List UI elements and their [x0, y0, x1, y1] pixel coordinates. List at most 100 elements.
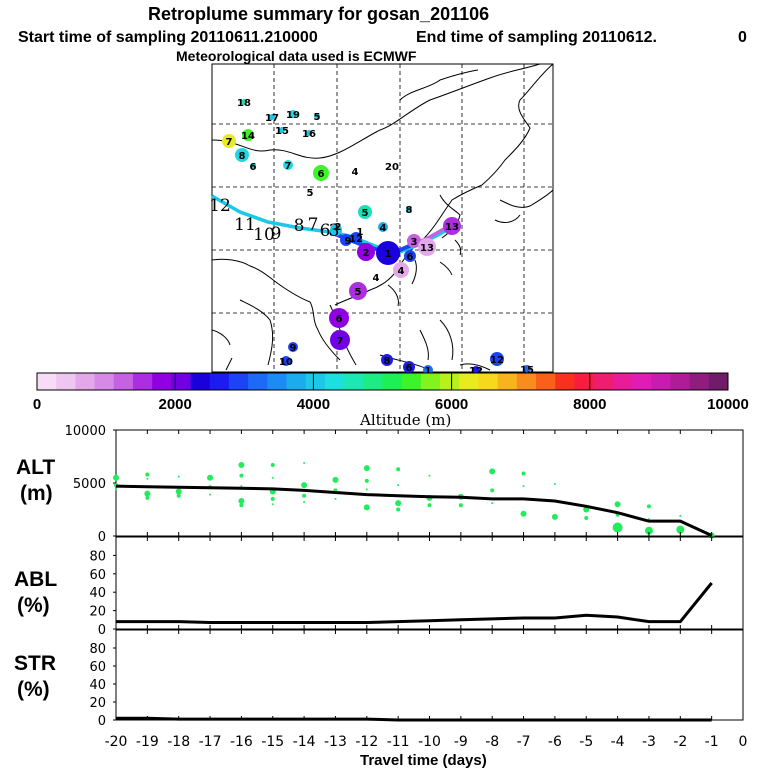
- alt-point: [332, 476, 339, 483]
- x-tick-label: -3: [642, 734, 656, 750]
- map-marker: [418, 238, 436, 256]
- map-marker: [222, 134, 236, 148]
- map-marker: [403, 361, 415, 373]
- map-marker: [313, 165, 329, 181]
- y-tick-label: 80: [89, 549, 106, 564]
- alt-point: [489, 468, 496, 475]
- alt-point: [176, 493, 181, 498]
- alt-point: [458, 503, 463, 508]
- map-marker: [350, 232, 362, 244]
- colorbar-cell: [382, 373, 403, 390]
- map-day-label: 9: [290, 343, 297, 354]
- x-tick-label: -7: [517, 734, 531, 750]
- x-tick-label: -4: [611, 734, 625, 750]
- alt-point: [302, 493, 307, 498]
- colorbar-cell: [209, 373, 230, 390]
- colorbar-ticks: 0 2000 4000 6000 8000 10000: [33, 373, 749, 413]
- altitude-colorbar: 0 2000 4000 6000 8000 10000 Altitude (m): [33, 372, 749, 429]
- map-day-label: 7: [308, 215, 319, 235]
- colorbar-cell: [94, 373, 115, 390]
- map-marker: [314, 113, 320, 119]
- map-marker: [241, 99, 247, 105]
- map-day-label: 7: [226, 137, 233, 148]
- alt-point: [395, 500, 402, 507]
- y-tick-label: 0: [98, 530, 106, 545]
- x-tick-label: -2: [673, 734, 687, 750]
- x-tick-label: -12: [355, 734, 378, 750]
- map-frame: [211, 63, 554, 373]
- str-ylabel-unit: (%): [17, 678, 50, 701]
- colorbar-cell: [228, 373, 249, 390]
- abl-y-ticks: 80 60 40 20 0: [89, 549, 116, 638]
- alt-point: [365, 488, 368, 491]
- colorbar-tick-label: 0: [33, 396, 41, 413]
- map-marker: [242, 129, 254, 141]
- colorbar-label: Altitude (m): [359, 411, 451, 429]
- alt-point: [301, 482, 308, 489]
- map-day-label: 1: [385, 249, 392, 260]
- map-day-label: 6: [320, 221, 331, 241]
- map-marker: [340, 234, 352, 246]
- str-line: [116, 716, 712, 722]
- y-tick-label: 60: [89, 568, 106, 583]
- map-day-label: 18: [237, 98, 251, 109]
- colorbar-cell: [286, 373, 307, 390]
- x-tick-label: -19: [136, 734, 159, 750]
- map-marker: [235, 148, 249, 162]
- x-tick-label: -9: [454, 734, 468, 750]
- map-day-label: 4: [380, 223, 387, 234]
- alt-point: [646, 504, 651, 509]
- map-day-label: 17: [265, 113, 279, 124]
- x-tick-label: -8: [485, 734, 499, 750]
- colorbar-cell: [689, 373, 710, 390]
- map-marker: [281, 356, 291, 366]
- abl-panel-frame: [115, 536, 744, 630]
- alt-point: [177, 475, 180, 478]
- alt-point: [676, 525, 685, 534]
- map-day-label: 5: [314, 112, 321, 123]
- colorbar-cell: [132, 373, 153, 390]
- map-marker: [407, 234, 421, 248]
- y-tick-label: 20: [89, 696, 106, 711]
- map-day-label: 12: [349, 234, 363, 245]
- str-y-ticks: 80 60 40 20 0: [89, 642, 116, 729]
- colorbar-cell: [651, 373, 671, 390]
- alt-point: [145, 495, 150, 500]
- map-day-label: 3: [329, 221, 340, 241]
- alt-point: [145, 472, 150, 477]
- map-day-label: 6: [406, 363, 413, 374]
- figure-title: Retroplume summary for gosan_201106: [148, 4, 489, 24]
- y-tick-label: 10000: [65, 424, 106, 439]
- x-tick-label: -16: [230, 734, 253, 750]
- colorbar-cell: [670, 373, 691, 390]
- alt-point: [303, 501, 306, 504]
- map-day-label: 15: [520, 365, 534, 376]
- map-day-label: 6: [407, 252, 414, 263]
- map-day-label: 4: [352, 167, 359, 178]
- map-marker: [404, 250, 416, 262]
- map-marker: [523, 365, 531, 373]
- colorbar-cell: [593, 373, 614, 390]
- alt-point: [427, 503, 432, 508]
- map-day-label: 14: [241, 131, 255, 142]
- map-day-label: 8: [239, 151, 246, 162]
- alt-point: [363, 504, 370, 511]
- map-marker: [349, 282, 367, 300]
- alt-point: [271, 503, 274, 506]
- map-marker: [381, 354, 393, 366]
- colorbar-cell: [420, 373, 441, 390]
- map-day-label: 20: [385, 162, 399, 173]
- x-tick-label: -13: [324, 734, 347, 750]
- alt-point: [238, 498, 245, 505]
- x-tick-label: -6: [548, 734, 562, 750]
- y-tick-label: 80: [89, 642, 106, 657]
- abl-line: [116, 582, 713, 625]
- colorbar-tick-label: 8000: [573, 396, 606, 413]
- map-day-label: 13: [445, 222, 459, 233]
- colorbar-cell: [152, 373, 172, 390]
- map-marker: [250, 163, 256, 169]
- map-day-label: 2: [363, 248, 370, 259]
- alt-point: [271, 476, 274, 479]
